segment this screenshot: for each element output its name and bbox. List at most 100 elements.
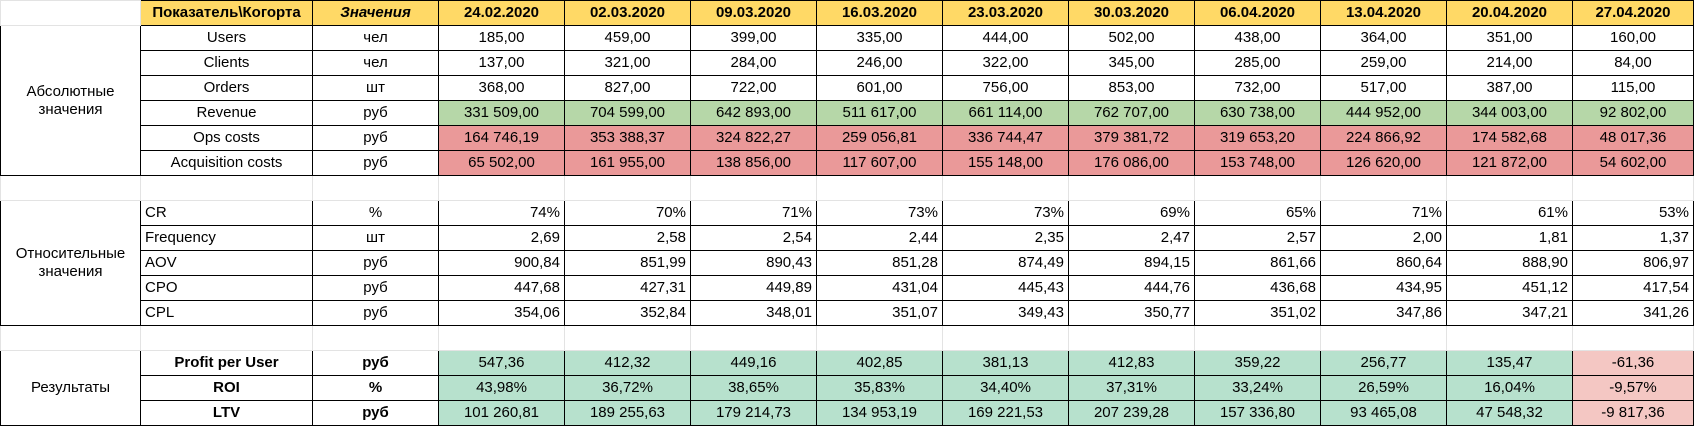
date-header[interactable]: 09.03.2020 [690,0,817,26]
empty-cell[interactable] [1572,325,1694,351]
value-cell[interactable]: 874,49 [942,250,1069,276]
metric-name[interactable]: Orders [140,75,313,101]
metric-name[interactable]: CR [140,200,313,226]
metric-name[interactable]: Revenue [140,100,313,126]
group-label[interactable]: Абсолютные значения [0,25,141,176]
value-cell[interactable]: 402,85 [816,350,943,376]
metric-unit[interactable]: % [312,375,439,401]
value-cell[interactable]: 336 744,47 [942,125,1069,151]
value-cell[interactable]: 762 707,00 [1068,100,1195,126]
value-cell[interactable]: 164 746,19 [438,125,565,151]
empty-cell[interactable] [1068,325,1195,351]
value-cell[interactable]: 33,24% [1194,375,1321,401]
value-cell[interactable]: 71% [1320,200,1447,226]
empty-cell[interactable] [1320,175,1447,201]
value-cell[interactable]: 34,40% [942,375,1069,401]
value-cell[interactable]: 349,43 [942,300,1069,326]
metric-unit[interactable]: чел [312,50,439,76]
value-cell[interactable]: 179 214,73 [690,400,817,426]
metric-name[interactable]: Users [140,25,313,51]
metric-unit[interactable]: руб [312,350,439,376]
value-cell[interactable]: 2,58 [564,225,691,251]
value-cell[interactable]: 861,66 [1194,250,1321,276]
value-cell[interactable]: 335,00 [816,25,943,51]
date-header[interactable]: 20.04.2020 [1446,0,1573,26]
value-cell[interactable]: 853,00 [1068,75,1195,101]
value-cell[interactable]: 434,95 [1320,275,1447,301]
value-cell[interactable]: 438,00 [1194,25,1321,51]
value-cell[interactable]: 436,68 [1194,275,1321,301]
value-cell[interactable]: 344 003,00 [1446,100,1573,126]
empty-cell[interactable] [816,175,943,201]
empty-cell[interactable] [312,175,439,201]
metric-unit[interactable]: % [312,200,439,226]
empty-cell[interactable] [690,325,817,351]
value-cell[interactable]: 2,69 [438,225,565,251]
empty-cell[interactable] [564,325,691,351]
value-cell[interactable]: 155 148,00 [942,150,1069,176]
value-cell[interactable]: 381,13 [942,350,1069,376]
value-cell[interactable]: 445,43 [942,275,1069,301]
date-header[interactable]: 16.03.2020 [816,0,943,26]
empty-cell[interactable] [1194,175,1321,201]
value-cell[interactable]: 71% [690,200,817,226]
value-cell[interactable]: 70% [564,200,691,226]
metric-name[interactable]: Frequency [140,225,313,251]
value-cell[interactable]: 134 953,19 [816,400,943,426]
metric-name[interactable]: Clients [140,50,313,76]
value-cell[interactable]: 351,02 [1194,300,1321,326]
metric-name[interactable]: CPL [140,300,313,326]
metric-unit[interactable]: шт [312,75,439,101]
value-cell[interactable]: 93 465,08 [1320,400,1447,426]
value-cell[interactable]: 427,31 [564,275,691,301]
value-cell[interactable]: 412,32 [564,350,691,376]
value-cell[interactable]: 207 239,28 [1068,400,1195,426]
value-cell[interactable]: 53% [1572,200,1694,226]
value-cell[interactable]: 189 255,63 [564,400,691,426]
empty-cell[interactable] [942,325,1069,351]
value-cell[interactable]: 431,04 [816,275,943,301]
metric-unit[interactable]: шт [312,225,439,251]
value-cell[interactable]: 827,00 [564,75,691,101]
empty-cell[interactable] [1446,325,1573,351]
metric-unit[interactable]: руб [312,150,439,176]
empty-cell[interactable] [0,175,141,201]
value-cell[interactable]: 517,00 [1320,75,1447,101]
value-cell[interactable]: 350,77 [1068,300,1195,326]
value-cell[interactable]: 661 114,00 [942,100,1069,126]
value-cell[interactable]: 756,00 [942,75,1069,101]
value-cell[interactable]: 353 388,37 [564,125,691,151]
metric-unit[interactable]: чел [312,25,439,51]
value-cell[interactable]: 185,00 [438,25,565,51]
value-cell[interactable]: 115,00 [1572,75,1694,101]
empty-cell[interactable] [140,325,313,351]
value-cell[interactable]: 444,00 [942,25,1069,51]
value-cell[interactable]: 2,44 [816,225,943,251]
value-cell[interactable]: 26,59% [1320,375,1447,401]
metric-name[interactable]: AOV [140,250,313,276]
empty-cell[interactable] [564,175,691,201]
metric-name[interactable]: ROI [140,375,313,401]
value-cell[interactable]: -9,57% [1572,375,1694,401]
empty-cell[interactable] [140,175,313,201]
value-cell[interactable]: 137,00 [438,50,565,76]
value-cell[interactable]: 73% [816,200,943,226]
value-cell[interactable]: 704 599,00 [564,100,691,126]
metric-name[interactable]: LTV [140,400,313,426]
metric-unit[interactable]: руб [312,250,439,276]
date-header[interactable]: 23.03.2020 [942,0,1069,26]
value-cell[interactable]: 1,81 [1446,225,1573,251]
value-cell[interactable]: 888,90 [1446,250,1573,276]
value-cell[interactable]: 447,68 [438,275,565,301]
value-cell[interactable]: 451,12 [1446,275,1573,301]
value-cell[interactable]: 47 548,32 [1446,400,1573,426]
value-cell[interactable]: 642 893,00 [690,100,817,126]
date-header[interactable]: 30.03.2020 [1068,0,1195,26]
metric-unit[interactable]: руб [312,300,439,326]
value-cell[interactable]: 601,00 [816,75,943,101]
indicator-header[interactable]: Показатель\Когорта [140,0,313,26]
value-cell[interactable]: 459,00 [564,25,691,51]
value-cell[interactable]: 61% [1446,200,1573,226]
metric-unit[interactable]: руб [312,125,439,151]
value-cell[interactable]: 246,00 [816,50,943,76]
